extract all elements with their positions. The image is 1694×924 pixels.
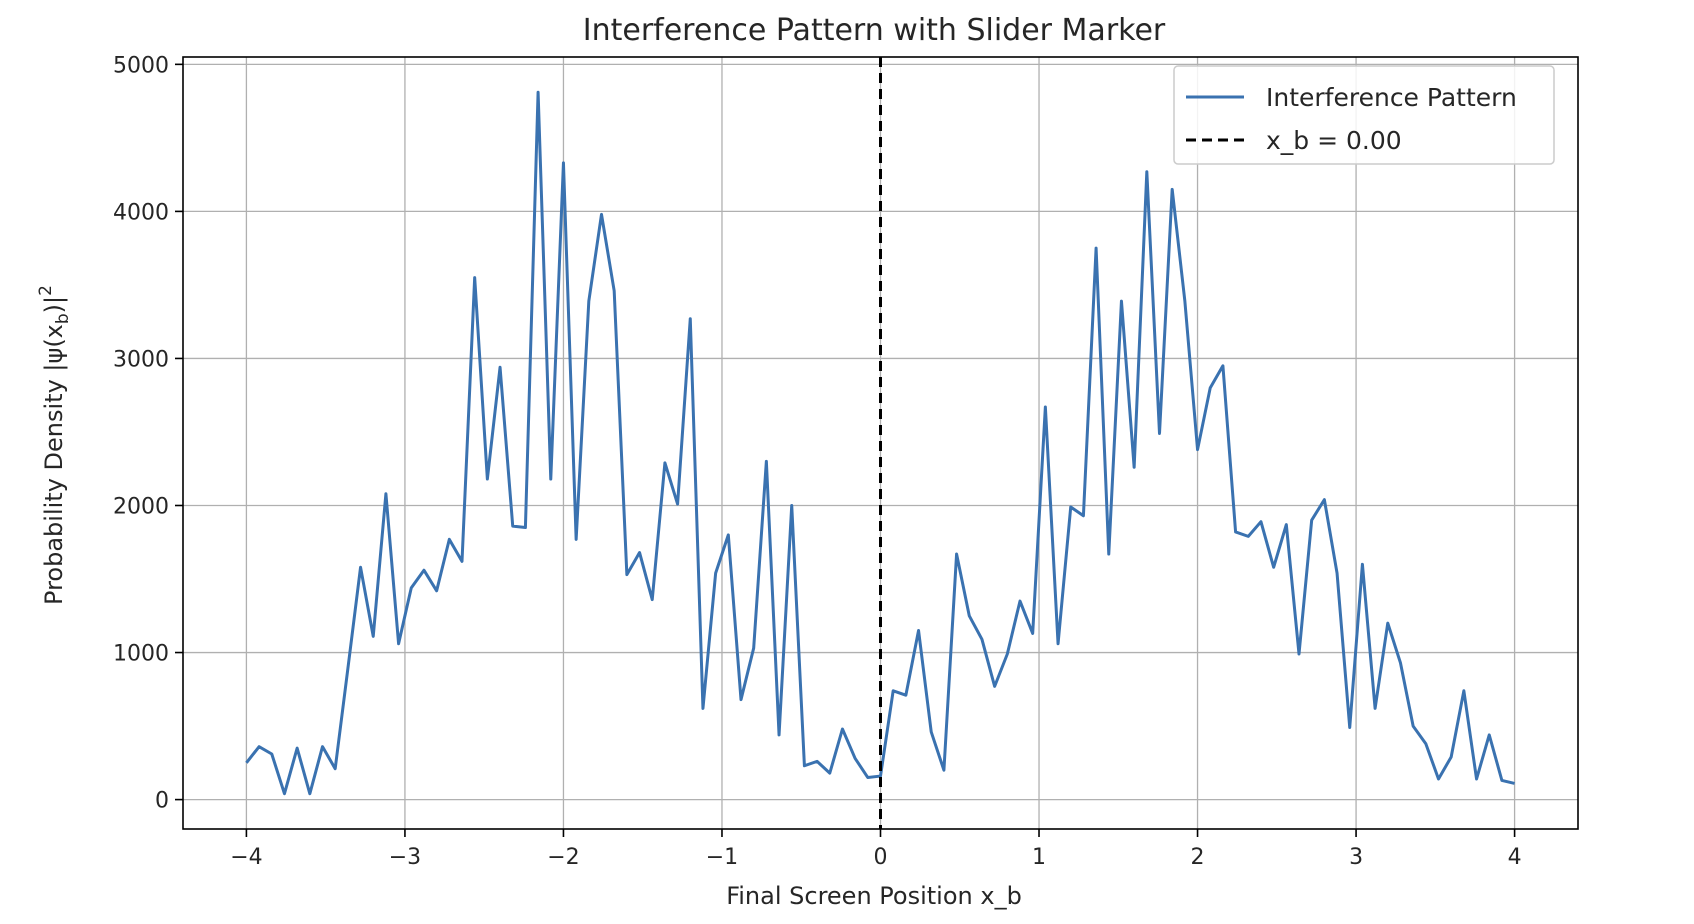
y-tick-label: 5000 <box>113 53 169 78</box>
legend-box <box>1173 65 1555 165</box>
y-tick-label: 1000 <box>113 642 169 667</box>
x-tick-label: 0 <box>874 845 888 870</box>
x-axis-label: Final Screen Position x_b <box>726 882 1022 910</box>
y-tick-label: 0 <box>155 789 169 814</box>
y-tick-label: 4000 <box>113 200 169 225</box>
ticks: −4 −3 −2 −1 0 1 2 3 4 0 1000 2000 3000 4000 5000 <box>113 53 1522 870</box>
legend-entry-interference-pattern-label: Interference Pattern <box>1266 83 1517 112</box>
y-axis-label-sup: 2 <box>36 285 56 296</box>
y-axis-label-sub: b <box>53 313 73 324</box>
y-axis-label: Probability Density |ψ(xb)|2 <box>36 285 73 605</box>
x-tick-label: −2 <box>547 845 579 870</box>
x-tick-label: 3 <box>1349 845 1363 870</box>
x-tick-label: −1 <box>706 845 738 870</box>
legend-entry-marker-label: x_b = 0.00 <box>1266 126 1402 155</box>
legend: Interference Pattern x_b = 0.00 <box>1173 65 1555 165</box>
y-axis-label-prefix: Probability Density |ψ(x <box>40 324 68 605</box>
y-tick-label: 2000 <box>113 494 169 519</box>
series-layer <box>245 57 1515 829</box>
chart-title: Interference Pattern with Slider Marker <box>583 13 1166 48</box>
x-tick-label: 1 <box>1032 845 1046 870</box>
x-tick-label: −3 <box>389 845 421 870</box>
x-tick-label: −4 <box>230 845 262 870</box>
y-tick-label: 3000 <box>113 347 169 372</box>
x-tick-label: 2 <box>1191 845 1205 870</box>
series-interference-pattern-line <box>245 90 1515 796</box>
x-tick-label: 4 <box>1508 845 1522 870</box>
y-axis-label-suffix: )| <box>40 296 68 313</box>
